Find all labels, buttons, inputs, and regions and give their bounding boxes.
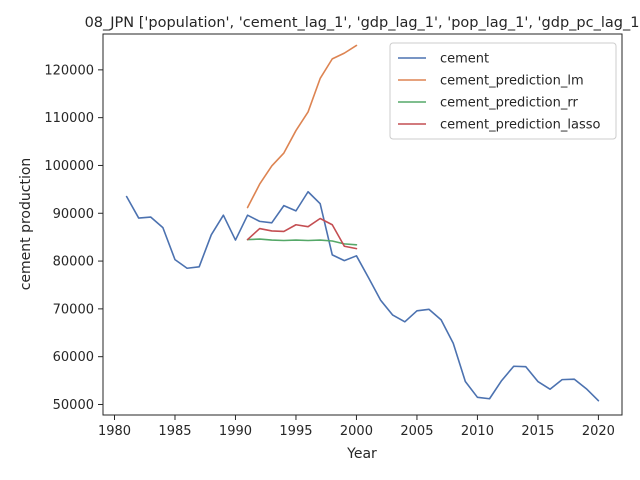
- y-tick-label: 60000: [53, 350, 94, 365]
- y-tick-label: 100000: [44, 159, 94, 174]
- legend-box: [389, 42, 617, 140]
- legend: cement cement_prediction_lm cement_predict…: [389, 42, 617, 140]
- series-line-cement: [125, 190, 600, 402]
- x-tick-label: 1995: [279, 424, 312, 439]
- y-tick-label: 90000: [53, 207, 94, 222]
- x-tick-label: 2000: [340, 424, 373, 439]
- y-tick-label: 120000: [44, 63, 94, 78]
- y-tick-label: 110000: [44, 111, 94, 126]
- x-tick-label: 2010: [461, 424, 494, 439]
- legend-label: cement_prediction_lm: [440, 74, 584, 89]
- legend-label: cement_prediction_rr: [440, 96, 578, 111]
- x-tick-label: 1985: [158, 424, 191, 439]
- chart-title: 08_JPN ['population', 'cement_lag_1', 'g…: [85, 15, 640, 31]
- x-tick-label: 2005: [400, 424, 433, 439]
- series-line-cement-prediction-rr: [246, 238, 358, 246]
- y-tick-label: 80000: [53, 255, 94, 270]
- y-tick-label: 50000: [53, 398, 94, 413]
- x-tick-label: 1980: [98, 424, 131, 439]
- y-tick-label: 70000: [53, 302, 94, 317]
- y-axis: 50000 60000 70000 80000 90000 100000 110000 120…: [44, 63, 103, 413]
- legend-label: cement: [440, 52, 489, 67]
- x-tick-label: 1990: [219, 424, 252, 439]
- plot-frame: [102, 33, 623, 416]
- legend-label: cement_prediction_lasso: [440, 118, 600, 133]
- x-tick-label: 2020: [582, 424, 615, 439]
- series-line-cement-prediction-lasso: [246, 217, 358, 250]
- series-layer: [125, 44, 600, 402]
- series-line-cement-prediction-lm: [246, 44, 358, 209]
- x-axis-title: Year: [346, 446, 377, 462]
- y-axis-title: cement production: [18, 158, 34, 291]
- x-axis: 1980 1985 1990 1995 2000 2005 2010 2015 2020: [98, 415, 615, 439]
- x-tick-label: 2015: [521, 424, 554, 439]
